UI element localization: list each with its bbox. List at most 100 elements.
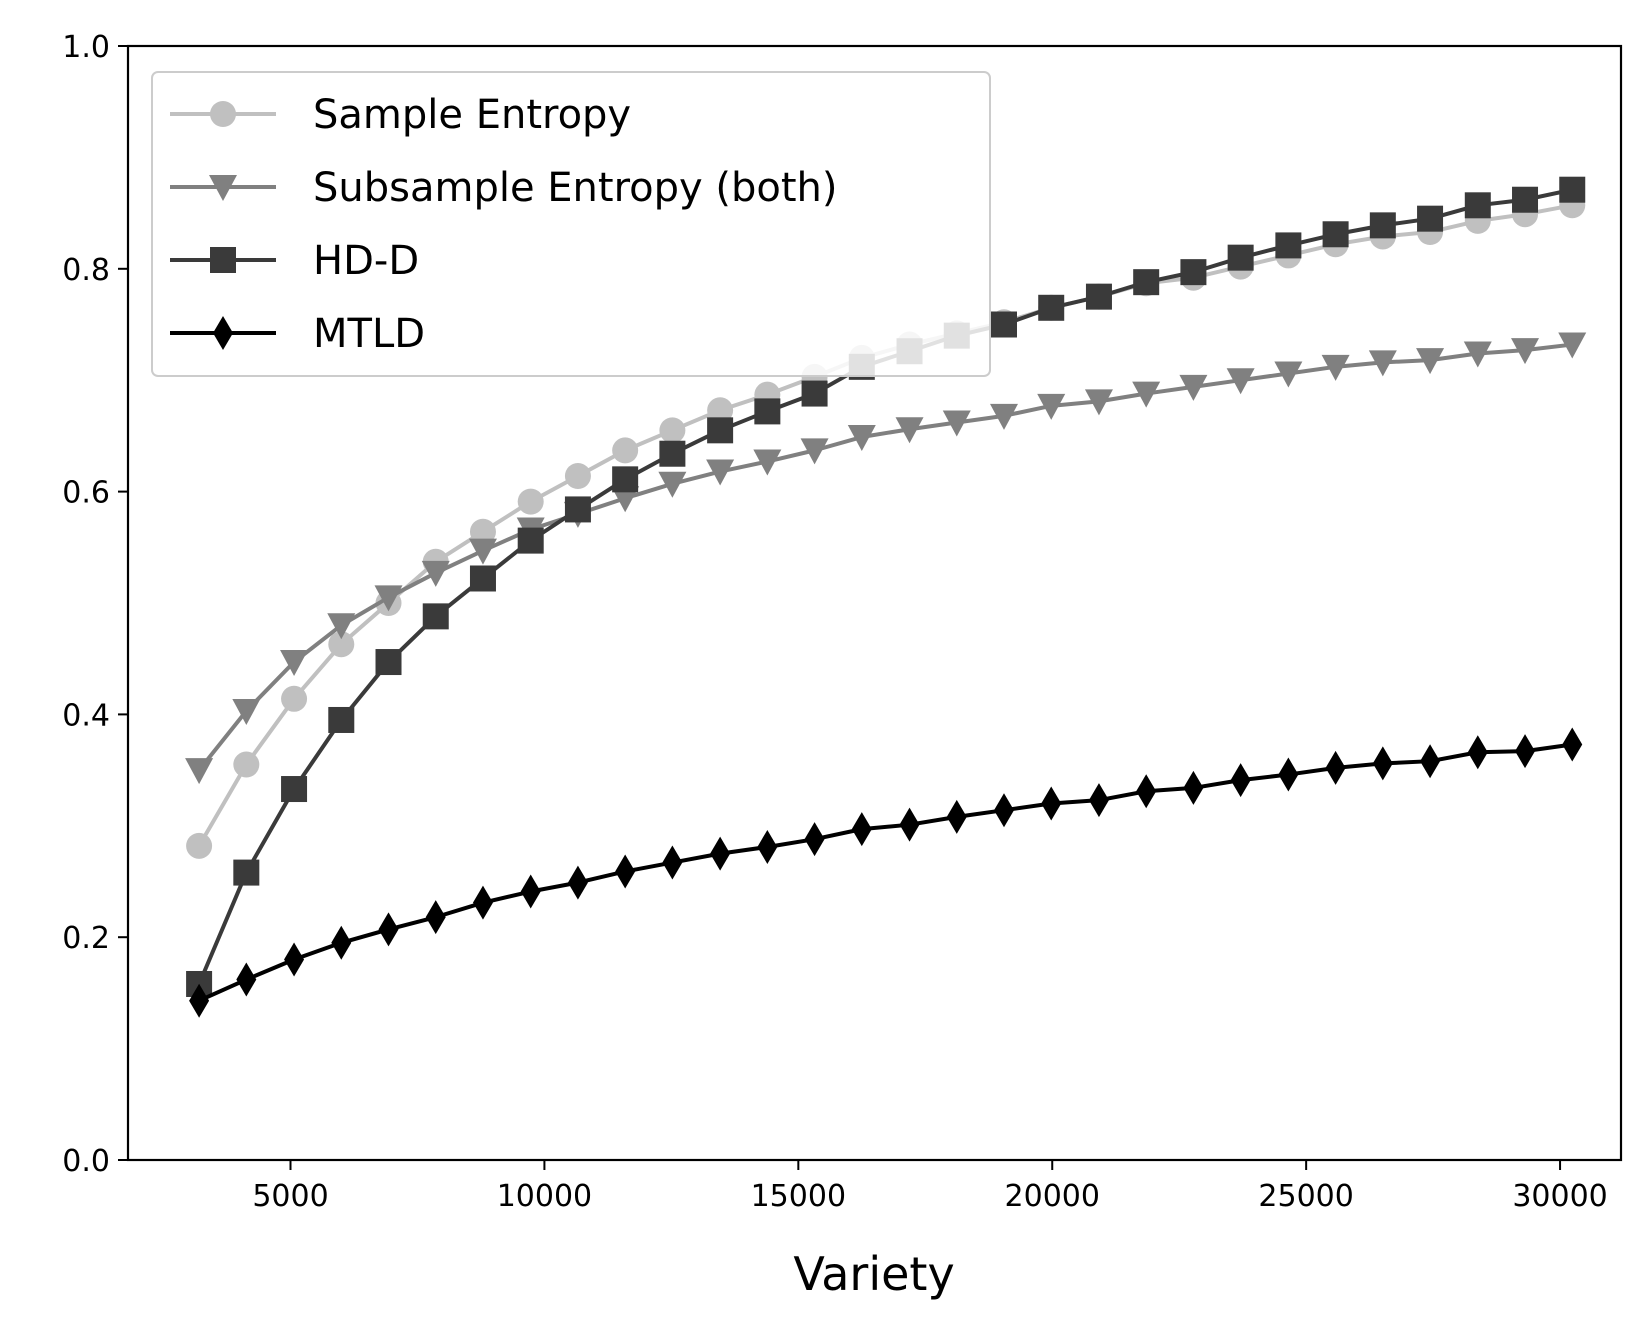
series-1-point (517, 488, 544, 515)
series-2-point (374, 585, 403, 612)
series-2-point (895, 417, 924, 444)
legend-label: Sample Entropy (313, 92, 631, 138)
series-1-point (328, 631, 355, 658)
series-3-point (375, 649, 402, 676)
series-2-point (1558, 332, 1587, 359)
series-2-point (1274, 361, 1303, 388)
y-tick-label: 0.4 (62, 698, 110, 733)
series-2-point (706, 459, 735, 486)
series-4-point (1515, 734, 1536, 769)
x-tick-label: 15000 (751, 1179, 846, 1214)
series-3-point (1559, 176, 1586, 203)
series-3-point (1464, 192, 1491, 219)
series-4-point (378, 912, 399, 947)
series-2-point (1463, 341, 1492, 368)
series-2-point (421, 560, 450, 587)
series-3-point (1227, 244, 1254, 271)
series-4-point (236, 962, 257, 997)
series-4-point (472, 885, 493, 920)
series-3-point (328, 706, 355, 733)
series-2-point (280, 650, 309, 677)
series-2-point (327, 613, 356, 640)
x-tick-label: 5000 (252, 1179, 328, 1214)
series-3-point (281, 776, 308, 803)
series-4-point (662, 845, 683, 880)
legend-frame (151, 71, 991, 377)
legend-label: MTLD (313, 311, 425, 357)
series-2-point (1416, 348, 1445, 375)
series-3-point (659, 440, 686, 467)
series-3-point (517, 527, 544, 554)
series-2 (185, 332, 1587, 785)
series-2-point (1084, 389, 1113, 416)
series-2-point (1511, 338, 1540, 365)
series-4-point (1136, 774, 1157, 809)
series-4-point (284, 942, 305, 977)
series-1-point (612, 437, 639, 464)
series-3-point (1038, 294, 1065, 321)
legend-label: HD-D (313, 238, 419, 284)
series-4-point (1372, 746, 1393, 781)
legend-entry: MTLD (170, 311, 425, 357)
y-tick-label: 0.0 (62, 1144, 110, 1179)
series-4-point (899, 807, 920, 842)
legend-marker (209, 175, 237, 201)
x-axis: 5000 10000 15000 20000 25000 30000 (252, 1160, 1608, 1214)
series-4-point (567, 865, 588, 900)
series-1-point (564, 463, 591, 490)
series-2-point (1368, 350, 1397, 377)
y-axis: 0.0 0.2 0.4 0.6 0.8 1.0 (62, 30, 128, 1179)
legend-marker (210, 101, 236, 127)
legend-marker (210, 247, 236, 273)
series-4-point (1183, 770, 1204, 805)
series-3-point (564, 496, 591, 523)
series-1-point (186, 832, 213, 859)
series-2-point (1226, 368, 1255, 395)
series-1-point (281, 685, 308, 712)
series-1-point (707, 397, 734, 424)
series-2-point (753, 449, 782, 476)
series-2-point (468, 538, 497, 565)
series-4-point (1230, 763, 1251, 798)
series-3-point (1417, 205, 1444, 232)
x-axis-label: Variety (793, 1247, 954, 1301)
series-4-point (851, 812, 872, 847)
series-2-point (942, 410, 971, 437)
x-tick-label: 30000 (1512, 1179, 1607, 1214)
series-3-point (1322, 221, 1349, 248)
series-3-point (422, 603, 449, 630)
series-2-point (1321, 354, 1350, 381)
series-2-point (1132, 381, 1161, 408)
series-2-point (185, 758, 214, 785)
series-2-point (800, 438, 829, 465)
series-2-point (658, 471, 687, 498)
series-3-point (754, 398, 781, 425)
series-4-point (757, 829, 778, 864)
series-3-point (1275, 232, 1302, 259)
series-4-point (189, 983, 210, 1018)
legend-entry: Sample Entropy (170, 92, 631, 138)
series-1-point (233, 751, 260, 778)
series-2-point (847, 425, 876, 452)
y-tick-label: 0.2 (62, 921, 110, 956)
series-3-point (801, 380, 828, 407)
legend-marker (213, 316, 233, 350)
series-3 (186, 176, 1586, 997)
series-4-point (710, 836, 731, 871)
series-3-point (469, 565, 496, 592)
series-4-point (1420, 744, 1441, 779)
series-3-point (612, 466, 639, 493)
series-4-point (1278, 757, 1299, 792)
y-tick-label: 1.0 (62, 30, 110, 65)
series-4-point (520, 874, 541, 909)
series-2-point (1037, 393, 1066, 420)
series-3-point (233, 859, 260, 886)
series-2-point (611, 486, 640, 513)
series-4-point (615, 854, 636, 889)
x-tick-label: 20000 (1005, 1179, 1100, 1214)
series-4-point (804, 822, 825, 857)
series-3-point (1512, 186, 1539, 213)
y-tick-label: 0.8 (62, 253, 110, 288)
series-4-point (425, 900, 446, 935)
